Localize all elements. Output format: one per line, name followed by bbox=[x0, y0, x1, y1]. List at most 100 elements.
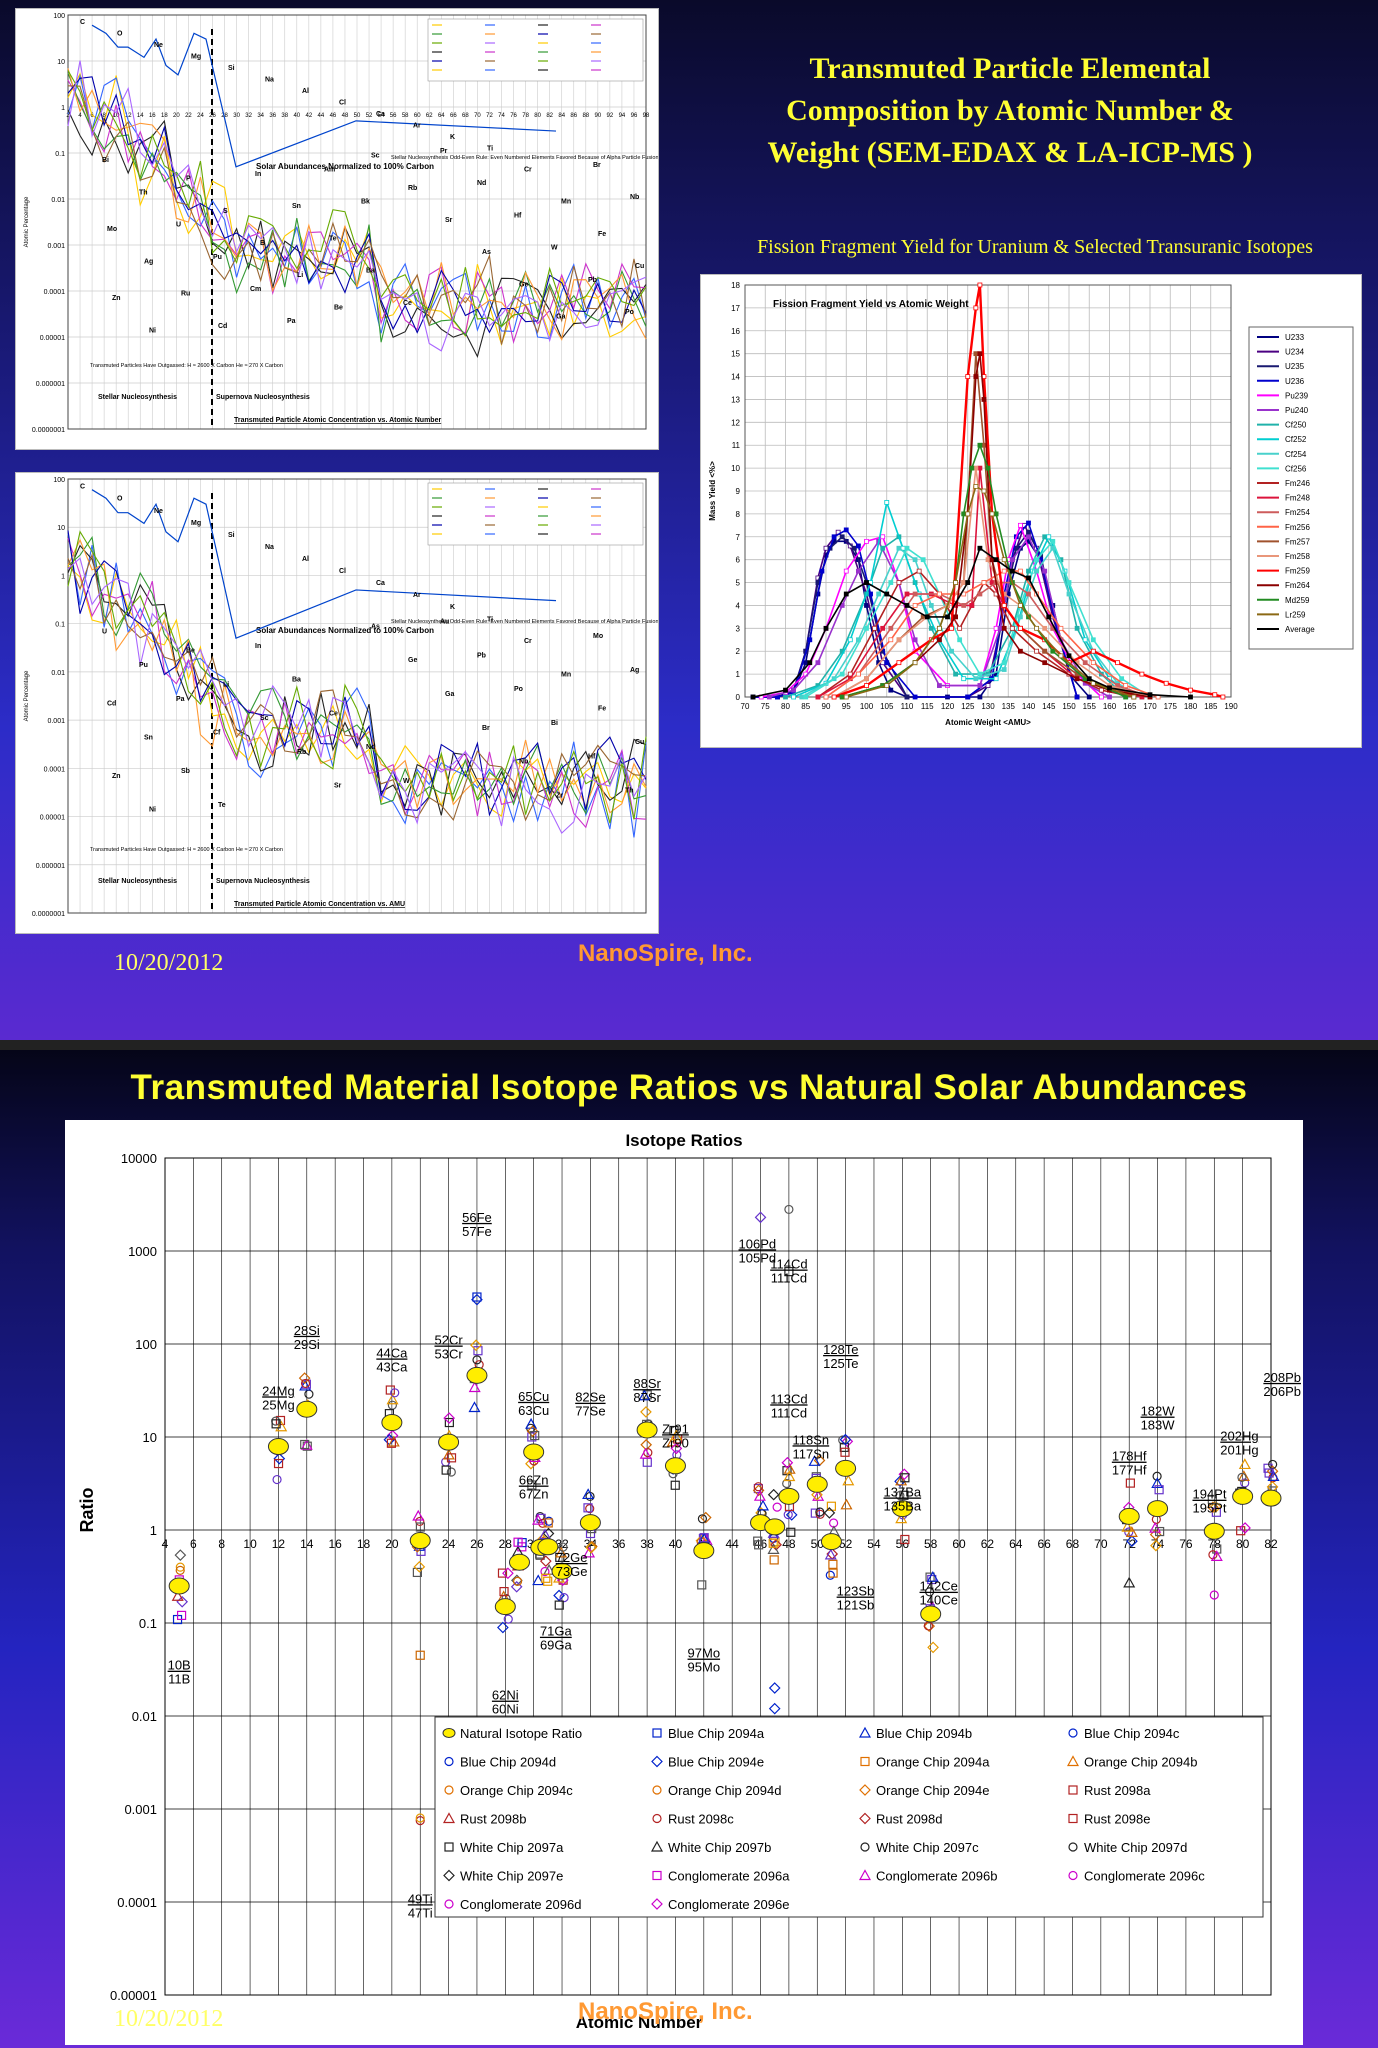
data-point bbox=[544, 1516, 554, 1526]
x-tick-label: 66 bbox=[1037, 1537, 1051, 1551]
slide2-title: Transmuted Material Isotope Ratios vs Na… bbox=[130, 1068, 1248, 1107]
data-point bbox=[1034, 625, 1040, 631]
data-point bbox=[1264, 1468, 1274, 1478]
isotope-label-bottom: 87Sr bbox=[633, 1390, 661, 1405]
element-label: Cd bbox=[107, 701, 116, 708]
element-label: Cd bbox=[218, 323, 227, 330]
element-label: W bbox=[551, 245, 558, 252]
data-point bbox=[1188, 694, 1193, 700]
data-point bbox=[756, 1499, 770, 1511]
data-point bbox=[442, 1812, 456, 1824]
chart-title: Isotope Ratios bbox=[625, 1131, 742, 1150]
element-label: Br bbox=[593, 162, 601, 169]
element-label: K bbox=[450, 604, 455, 611]
x-tick-label: 30 bbox=[233, 113, 240, 119]
data-point bbox=[471, 1293, 483, 1306]
data-point bbox=[973, 374, 979, 379]
y-tick-label: 100 bbox=[135, 1337, 157, 1352]
element-label: Si bbox=[228, 65, 235, 72]
data-point bbox=[652, 1728, 662, 1738]
y-tick-label: 1 bbox=[61, 105, 65, 112]
element-label: Cl bbox=[339, 568, 346, 575]
legend-label: Fm254 bbox=[1285, 508, 1310, 517]
series-line bbox=[67, 533, 647, 838]
y-tick-label: 8 bbox=[736, 510, 741, 519]
data-point bbox=[851, 545, 857, 551]
data-point bbox=[532, 1513, 545, 1525]
data-point bbox=[977, 694, 983, 700]
series-line bbox=[67, 535, 647, 815]
data-point bbox=[1125, 1478, 1135, 1488]
data-point bbox=[472, 1355, 482, 1365]
x-tick-label: 14 bbox=[137, 113, 144, 119]
data-point bbox=[961, 603, 967, 608]
data-point bbox=[651, 1755, 663, 1768]
data-point bbox=[1267, 1470, 1280, 1481]
x-tick-label: 36 bbox=[269, 113, 276, 119]
isotope-label-top: 71Ga bbox=[540, 1624, 573, 1639]
data-point bbox=[387, 1435, 400, 1447]
data-point bbox=[900, 1473, 910, 1483]
isotope-label-top: 44Ca bbox=[376, 1345, 408, 1360]
y-tick-label: 0.001 bbox=[47, 718, 65, 725]
element-label: Ar bbox=[413, 592, 421, 599]
x-tick-label: 175 bbox=[1164, 702, 1178, 711]
data-point bbox=[1086, 676, 1092, 682]
data-point bbox=[753, 1489, 766, 1501]
natural-ratio-point bbox=[835, 1459, 857, 1477]
data-point bbox=[977, 282, 983, 288]
element-label: Mo bbox=[593, 633, 603, 640]
element-label: Sn bbox=[292, 203, 301, 210]
data-point bbox=[896, 580, 902, 585]
data-point bbox=[468, 1401, 481, 1413]
element-label: Ba bbox=[292, 677, 301, 684]
isotope-label-bottom: 105Pd bbox=[739, 1250, 777, 1265]
data-point bbox=[699, 1533, 709, 1543]
element-label: Al bbox=[302, 88, 309, 95]
legend-label: White Chip 2097d bbox=[1084, 1840, 1187, 1855]
x-tick-label: 76 bbox=[1179, 1537, 1193, 1551]
x-tick-label: 80 bbox=[534, 113, 541, 119]
data-point bbox=[912, 603, 918, 608]
data-point bbox=[884, 683, 890, 688]
data-point bbox=[1139, 671, 1145, 677]
natural-ratio-point bbox=[1232, 1487, 1254, 1505]
natural-ratio-point bbox=[1118, 1507, 1140, 1525]
data-point bbox=[961, 676, 967, 682]
data-point bbox=[766, 694, 772, 700]
plot-border bbox=[67, 14, 647, 430]
data-point bbox=[949, 625, 954, 631]
data-point bbox=[808, 1455, 821, 1466]
data-point bbox=[174, 1549, 187, 1561]
data-point bbox=[973, 351, 979, 357]
x-tick-label: 56 bbox=[390, 113, 397, 119]
series-line bbox=[67, 530, 647, 817]
data-point bbox=[415, 1516, 425, 1527]
data-point bbox=[859, 1812, 871, 1825]
element-label: Pa bbox=[176, 696, 185, 703]
legend-label: Natural Isotope Ratio bbox=[460, 1726, 582, 1741]
data-point bbox=[1001, 667, 1007, 672]
x-tick-label: 115 bbox=[921, 702, 934, 711]
element-label: Ni bbox=[149, 327, 156, 334]
data-point bbox=[855, 671, 861, 677]
slide-divider bbox=[0, 1040, 1378, 1050]
x-tick-label: 44 bbox=[725, 1537, 739, 1551]
data-point bbox=[1042, 534, 1048, 540]
natural-ratio-point bbox=[820, 1533, 842, 1551]
data-point bbox=[855, 543, 861, 549]
data-point bbox=[973, 305, 979, 311]
data-point bbox=[965, 694, 971, 700]
data-point bbox=[532, 1574, 545, 1586]
legend-label: Conglomerate 2096c bbox=[1084, 1869, 1205, 1884]
data-point bbox=[985, 683, 991, 688]
element-label: Ne bbox=[154, 42, 163, 49]
element-label: S bbox=[223, 208, 228, 215]
data-point bbox=[1042, 625, 1048, 631]
data-point bbox=[1212, 692, 1218, 698]
x-tick-label: 165 bbox=[1123, 702, 1137, 711]
data-point bbox=[1107, 685, 1112, 691]
data-point bbox=[472, 1292, 482, 1302]
data-point bbox=[1001, 557, 1007, 563]
data-point bbox=[888, 625, 894, 631]
